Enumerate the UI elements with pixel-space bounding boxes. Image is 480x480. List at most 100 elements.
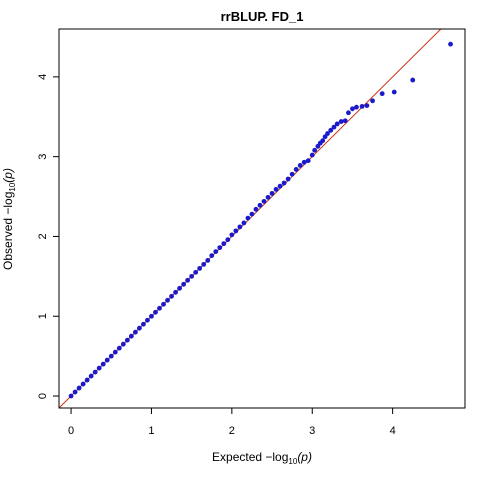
data-point bbox=[209, 253, 215, 259]
data-point bbox=[325, 131, 330, 136]
data-point bbox=[245, 215, 251, 221]
data-point bbox=[277, 183, 283, 189]
data-point bbox=[338, 119, 344, 124]
data-point bbox=[233, 228, 239, 234]
y-axis: 0 1 2 3 4 bbox=[37, 74, 59, 399]
data-point bbox=[241, 220, 247, 226]
data-point bbox=[96, 365, 102, 371]
y-axis-title-prefix: Observed −log bbox=[1, 192, 15, 270]
x-axis: 0 1 2 3 4 bbox=[68, 408, 396, 437]
data-point bbox=[145, 317, 150, 323]
data-point bbox=[309, 152, 315, 158]
y-tick-label: 4 bbox=[37, 74, 49, 80]
data-point bbox=[364, 103, 370, 108]
data-point bbox=[201, 261, 207, 267]
data-point bbox=[185, 277, 191, 283]
data-point bbox=[249, 211, 255, 217]
data-point bbox=[177, 285, 182, 291]
y-axis-title-subscript: 10 bbox=[8, 182, 17, 191]
data-point bbox=[281, 180, 287, 186]
x-tick-label: 1 bbox=[148, 425, 154, 437]
data-point bbox=[173, 289, 178, 295]
y-tick-label: 0 bbox=[37, 393, 49, 399]
data-point bbox=[229, 232, 235, 238]
data-point bbox=[320, 138, 326, 144]
data-point bbox=[76, 385, 82, 391]
data-point bbox=[165, 297, 170, 303]
data-point bbox=[205, 257, 211, 263]
data-point bbox=[124, 337, 130, 343]
x-axis-title-suffix: (p) bbox=[297, 450, 312, 464]
data-point bbox=[104, 357, 110, 363]
data-point bbox=[269, 190, 275, 196]
data-point bbox=[193, 269, 199, 275]
data-point bbox=[293, 167, 299, 172]
x-tick-label: 4 bbox=[390, 425, 396, 437]
data-point bbox=[108, 353, 114, 359]
data-point bbox=[68, 393, 74, 399]
data-point bbox=[237, 224, 243, 230]
data-point bbox=[92, 369, 98, 375]
data-point bbox=[359, 103, 365, 109]
data-point bbox=[189, 273, 195, 279]
data-point bbox=[153, 309, 158, 315]
data-point bbox=[273, 186, 279, 192]
x-tick-label: 0 bbox=[68, 425, 74, 437]
y-axis-title-suffix: (p) bbox=[1, 168, 15, 183]
data-point bbox=[448, 41, 453, 47]
x-axis-title-prefix: Expected −log bbox=[212, 450, 288, 464]
data-point bbox=[116, 345, 122, 351]
data-point bbox=[80, 381, 86, 387]
data-point bbox=[350, 106, 355, 112]
data-point bbox=[169, 293, 174, 299]
data-point bbox=[312, 147, 318, 153]
data-point bbox=[161, 301, 166, 307]
data-point bbox=[289, 171, 295, 177]
data-point bbox=[157, 305, 162, 311]
data-point bbox=[221, 241, 227, 247]
data-point bbox=[265, 194, 271, 200]
data-points bbox=[68, 41, 453, 399]
y-tick-label: 3 bbox=[37, 154, 49, 160]
x-tick-label: 3 bbox=[309, 425, 315, 437]
y-tick-label: 1 bbox=[37, 313, 49, 319]
data-point bbox=[225, 237, 231, 243]
data-point bbox=[342, 118, 348, 124]
data-point bbox=[141, 321, 146, 327]
data-point bbox=[285, 176, 291, 182]
x-tick-label: 2 bbox=[229, 425, 235, 437]
data-point bbox=[305, 158, 311, 164]
data-point bbox=[391, 89, 397, 95]
data-point bbox=[120, 341, 126, 347]
data-point bbox=[370, 98, 375, 104]
data-point bbox=[301, 159, 307, 165]
data-point bbox=[100, 361, 106, 367]
data-point bbox=[257, 202, 263, 208]
data-point bbox=[346, 110, 351, 116]
data-point bbox=[84, 377, 90, 383]
data-point bbox=[149, 313, 154, 319]
data-point bbox=[297, 163, 303, 168]
data-point bbox=[410, 77, 416, 83]
y-axis-title: Observed −log10(p) bbox=[1, 168, 17, 270]
x-axis-title: Expected −log10(p) bbox=[212, 450, 312, 466]
data-point bbox=[328, 127, 334, 133]
data-point bbox=[112, 349, 118, 355]
chart-title: rrBLUP. FD_1 bbox=[221, 9, 304, 24]
data-point bbox=[217, 245, 223, 251]
data-point bbox=[379, 91, 385, 97]
data-point bbox=[197, 265, 203, 271]
data-point bbox=[136, 325, 142, 331]
data-point bbox=[334, 121, 340, 127]
data-point bbox=[261, 198, 267, 204]
data-point bbox=[331, 124, 337, 130]
data-point bbox=[128, 333, 134, 339]
data-point bbox=[181, 281, 187, 287]
data-point bbox=[72, 389, 78, 395]
data-point bbox=[213, 249, 219, 255]
x-axis-title-subscript: 10 bbox=[288, 457, 297, 466]
data-point bbox=[88, 373, 94, 379]
data-point bbox=[253, 206, 259, 212]
